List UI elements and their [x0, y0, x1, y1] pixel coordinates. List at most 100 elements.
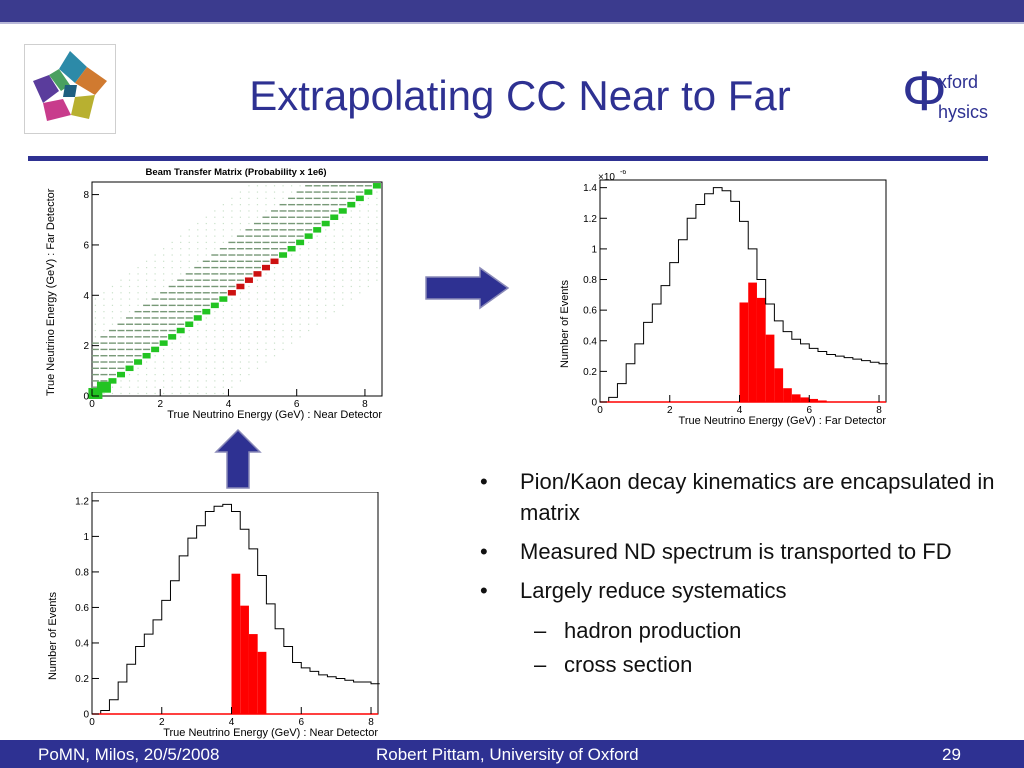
- matrix-cell: [376, 197, 378, 199]
- matrix-cell: [299, 292, 301, 294]
- matrix-cell: [342, 304, 344, 306]
- matrix-cell: [256, 336, 259, 338]
- bullet-mark: •: [480, 539, 488, 564]
- matrix-cell: [117, 367, 125, 370]
- far-multiplier: ×10: [598, 172, 615, 183]
- matrix-cell: [103, 317, 105, 319]
- matrix-cell: [142, 352, 151, 359]
- matrix-cell: [168, 323, 176, 325]
- matrix-cell: [322, 203, 330, 206]
- matrix-cell: [202, 285, 210, 288]
- matrix-cell: [288, 210, 296, 212]
- matrix-cell: [239, 380, 242, 382]
- matrix-cell: [376, 222, 378, 225]
- matrix-cell: [325, 279, 327, 281]
- matrix-cell: [231, 374, 233, 376]
- matrix-cell: [338, 208, 347, 214]
- matrix-cell: [168, 285, 176, 288]
- matrix-cell: [117, 329, 125, 332]
- matrix-cell: [188, 229, 190, 231]
- matrix-ytick-label: 0: [83, 392, 89, 403]
- matrix-cell: [194, 279, 202, 281]
- matrix-cell: [271, 254, 279, 256]
- matrix-cell: [253, 222, 261, 225]
- matrix-cell: [356, 185, 364, 187]
- matrix-cell: [94, 304, 97, 306]
- matrix-cell: [168, 334, 177, 340]
- matrix-cell: [120, 285, 122, 288]
- matrix-cell: [376, 241, 378, 244]
- matrix-cell: [111, 285, 114, 288]
- matrix-cell: [244, 277, 253, 283]
- matrix-cell: [330, 214, 339, 220]
- matrix-cell: [197, 374, 199, 376]
- matrix-cell: [316, 317, 318, 319]
- matrix-cell: [160, 317, 168, 319]
- matrix-cell: [290, 185, 293, 187]
- matrix-cell: [239, 355, 242, 357]
- matrix-cell: [253, 271, 262, 277]
- matrix-cell: [205, 386, 207, 388]
- matrix-cell: [171, 260, 173, 262]
- matrix-cell: [364, 189, 373, 195]
- matrix-cell: [231, 380, 233, 382]
- matrix-cell: [137, 279, 139, 281]
- matrix-cell: [333, 222, 335, 225]
- matrix-cell: [279, 241, 287, 244]
- matrix-cell: [316, 248, 318, 250]
- matrix-cell: [231, 329, 233, 332]
- matrix-cell: [219, 296, 228, 302]
- matrix-cell: [180, 361, 182, 363]
- matrix-cell: [143, 323, 151, 325]
- matrix-cell: [145, 285, 148, 288]
- matrix-cell: [350, 241, 352, 244]
- matrix-cell: [282, 348, 284, 351]
- matrix-cell: [202, 298, 210, 300]
- matrix-cell: [108, 361, 116, 363]
- matrix-cell: [188, 392, 190, 395]
- matrix-cell: [288, 241, 296, 244]
- matrix-cell: [347, 191, 355, 193]
- matrix-cell: [88, 387, 103, 399]
- matrix-cell: [188, 374, 190, 376]
- matrix-cell: [180, 260, 182, 262]
- matrix-cell: [214, 392, 216, 395]
- matrix-cell: [205, 329, 207, 332]
- matrix-cell: [239, 342, 242, 344]
- matrix-cell: [316, 241, 318, 244]
- matrix-cell: [231, 204, 233, 206]
- matrix-cell: [296, 197, 304, 200]
- matrix-cell: [248, 216, 250, 218]
- matrix-cell: [188, 248, 190, 250]
- matrix-cell: [180, 267, 182, 269]
- matrix-cell: [282, 197, 284, 199]
- matrix-cell: [296, 222, 304, 225]
- matrix-cell: [214, 329, 216, 332]
- matrix-cell: [299, 279, 301, 281]
- matrix-cell: [154, 292, 156, 294]
- matrix-cell: [265, 342, 267, 344]
- matrix-cell: [248, 292, 250, 294]
- matrix-cell: [299, 336, 301, 338]
- matrix-cell: [228, 248, 236, 250]
- matrix-cell: [143, 304, 151, 307]
- matrix-cell: [96, 381, 111, 393]
- matrix-cell: [356, 191, 364, 193]
- matrix-cell: [145, 380, 148, 382]
- matrix-cell: [296, 210, 304, 212]
- matrix-cell: [231, 235, 233, 237]
- near-filled-bar: [240, 605, 249, 714]
- matrix-cell: [137, 285, 139, 288]
- matrix-cell: [137, 273, 139, 275]
- matrix-cell: [171, 355, 173, 357]
- matrix-cell: [273, 279, 276, 281]
- matrix-cell: [126, 329, 134, 332]
- matrix-cell: [103, 298, 105, 300]
- matrix-cell: [180, 336, 182, 338]
- slide-title: Extrapolating CC Near to Far: [249, 72, 791, 119]
- matrix-cell: [134, 323, 142, 325]
- matrix-cell: [256, 317, 259, 319]
- far-filled-bar: [783, 388, 792, 402]
- matrix-cell: [163, 386, 165, 388]
- matrix-cell: [163, 273, 165, 275]
